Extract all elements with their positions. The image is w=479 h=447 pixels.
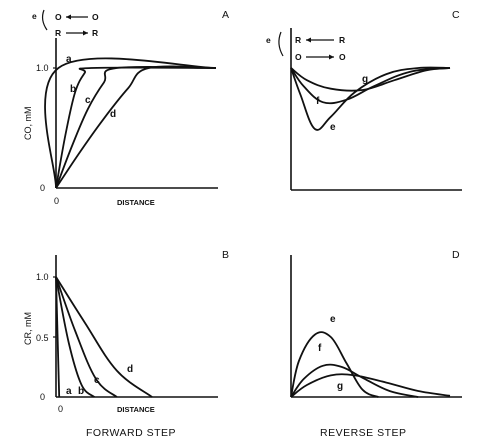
panel-d-curve-label-e: e — [330, 314, 336, 325]
panel-b-curve-label-b: b — [78, 386, 84, 397]
panel-b-curve-label-d: d — [127, 364, 133, 375]
panel-b-xtick-0: 0 — [58, 404, 63, 414]
panel-a-curve-label-a: a — [66, 54, 72, 65]
panel-c-scheme-bottom-left: O — [295, 52, 302, 62]
panel-d-curve-label-f: f — [318, 343, 322, 354]
panel-b-curve-d — [55, 276, 153, 398]
panel-a-scheme-top-right: O — [92, 12, 99, 22]
panel-a-scheme-bottom-right: R — [92, 28, 98, 38]
panel-a-xtick-0: 0 — [54, 196, 59, 206]
panel-b-axes — [55, 255, 218, 398]
panel-c-scheme-bottom-right: O — [339, 52, 346, 62]
panel-a-curve-a — [44, 57, 217, 189]
panel-a-axes — [55, 38, 218, 189]
panel-a-scheme: e O O R R — [32, 9, 99, 38]
panel-b-ytick-2: 1.0 — [36, 272, 49, 282]
panel-b-curve-c — [55, 276, 118, 398]
panel-c-letter: C — [452, 9, 460, 21]
panel-a-scheme-bracket — [41, 9, 48, 31]
panel-b-xlabel: DISTANCE — [117, 405, 155, 414]
panel-a-curve-c — [55, 65, 217, 189]
panel-c-curve-label-f: f — [316, 96, 320, 107]
panel-d-curve-label-g: g — [337, 381, 343, 392]
panel-a-curve-d — [55, 65, 217, 189]
panel-a-scheme-arrowhead-top — [66, 14, 71, 20]
panel-c-curve-e — [290, 66, 451, 131]
panel-b-curve-a — [55, 276, 61, 398]
panel-b-ytick-1: 0.5 — [36, 333, 49, 343]
panel-c-scheme: e R R O O — [266, 31, 346, 62]
panel-b-curve-label-a: a — [66, 386, 72, 397]
panel-c-scheme-top-right: R — [339, 35, 345, 45]
panel-b-ytick-0: 0 — [40, 392, 45, 402]
panel-a-scheme-bottom-left: R — [55, 28, 61, 38]
panel-d-curve-f — [290, 363, 419, 398]
panel-a-curve-label-c: c — [85, 95, 91, 106]
panel-c-curve-label-g: g — [362, 74, 368, 85]
panel-c-scheme-arrowhead-top — [306, 37, 311, 43]
panel-a-curve-label-d: d — [110, 109, 116, 120]
panel-b-ylabel: CR, mM — [23, 312, 33, 345]
panel-a-scheme-top-left: O — [55, 12, 62, 22]
panel-a-ytick-1: 1.0 — [36, 63, 49, 73]
panel-c-scheme-arrowhead-bottom — [329, 54, 334, 60]
panel-a-scheme-arrowhead-bottom — [83, 30, 88, 36]
caption-forward-step: FORWARD STEP — [86, 427, 176, 439]
panel-d-curve-g — [290, 373, 451, 398]
panel-c-scheme-electrode: e — [266, 35, 271, 45]
panel-c-curve-label-e: e — [330, 122, 336, 133]
panel-d-axes — [290, 255, 462, 398]
panel-a-ytick-0: 0 — [40, 183, 45, 193]
panel-d-letter: D — [452, 249, 460, 261]
panel-b-letter: B — [222, 249, 229, 261]
panel-a-curve-label-b: b — [70, 84, 76, 95]
panel-d-curve-e — [290, 331, 379, 398]
panel-b-curve-b — [55, 276, 96, 398]
panel-a-ylabel: CO, mM — [23, 107, 33, 141]
panel-a-xlabel: DISTANCE — [117, 198, 155, 207]
panel-c-curve-f — [290, 67, 451, 105]
panel-a-letter: A — [222, 9, 229, 21]
panel-c-scheme-bracket — [278, 31, 284, 57]
panel-c-scheme-top-left: R — [295, 35, 301, 45]
panel-a-scheme-electrode: e — [32, 11, 37, 21]
panel-b-curve-label-c: c — [94, 375, 100, 386]
panel-c-axes — [290, 28, 462, 191]
panel-c-curve-g — [290, 67, 451, 92]
caption-reverse-step: REVERSE STEP — [320, 427, 407, 439]
